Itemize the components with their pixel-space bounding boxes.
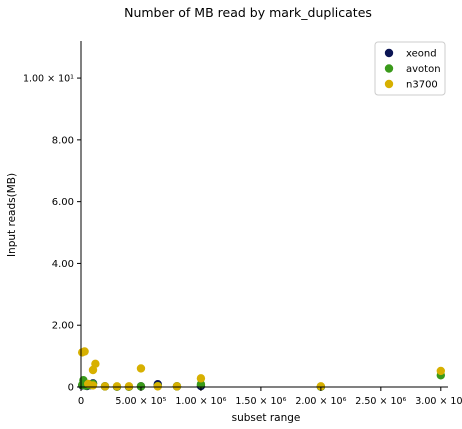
- data-point-n3700: [196, 374, 206, 383]
- y-tick-label: 2.00: [52, 321, 74, 332]
- x-tick-label: 0: [78, 396, 84, 407]
- legend-label-avoton: avoton: [406, 64, 441, 75]
- y-tick-label: 1.00 × 10¹: [23, 74, 74, 85]
- data-point-n3700: [80, 347, 89, 356]
- data-point-n3700: [100, 382, 110, 391]
- data-point-avoton: [136, 382, 146, 391]
- x-axis-ticks: 0 5.00 × 10⁵ 1.00 × 10⁶ 1.50 × 10⁶ 2.00 × 10…: [78, 387, 462, 407]
- data-point-n3700: [153, 382, 162, 391]
- data-point-n3700: [136, 364, 146, 373]
- series-n3700: [77, 347, 446, 391]
- x-axis-label: subset range: [232, 412, 301, 424]
- plot-area: [77, 347, 446, 391]
- x-tick-label: 2.50 × 10⁶: [355, 396, 406, 407]
- legend-label-n3700: n3700: [406, 80, 438, 91]
- legend-marker-avoton: [384, 64, 394, 73]
- x-tick-label: 1.00 × 10⁶: [175, 396, 226, 407]
- y-axis-ticks: 0 2.00 4.00 6.00 8.00 1.00 × 10¹: [23, 74, 81, 394]
- legend-marker-xeond: [384, 48, 394, 58]
- legend-label-xeond: xeond: [406, 49, 437, 60]
- legend-marker-n3700: [384, 79, 394, 89]
- data-point-n3700: [91, 359, 100, 369]
- data-point-n3700: [112, 382, 122, 391]
- data-point-n3700: [172, 382, 182, 391]
- x-tick-label: 2.00 × 10⁶: [295, 396, 346, 407]
- y-tick-label: 8.00: [52, 135, 74, 146]
- y-tick-label: 0: [68, 383, 74, 394]
- legend: xeond avoton n3700: [374, 41, 446, 96]
- data-point-avoton: [196, 380, 206, 389]
- chart-title: Number of MB read by mark_duplicates: [124, 5, 372, 20]
- data-point-n3700: [124, 382, 134, 391]
- data-point-n3700: [316, 382, 326, 391]
- y-axis-label: Input reads(MB): [6, 173, 18, 257]
- y-tick-label: 6.00: [52, 197, 74, 208]
- y-tick-label: 4.00: [52, 259, 74, 270]
- x-tick-label: 5.00 × 10⁵: [115, 396, 166, 407]
- data-point-n3700: [88, 381, 98, 390]
- x-tick-label: 3.00 × 10⁶: [415, 396, 462, 407]
- series-avoton: [77, 371, 446, 391]
- x-tick-label: 1.50 × 10⁶: [235, 396, 286, 407]
- data-point-n3700: [436, 366, 446, 376]
